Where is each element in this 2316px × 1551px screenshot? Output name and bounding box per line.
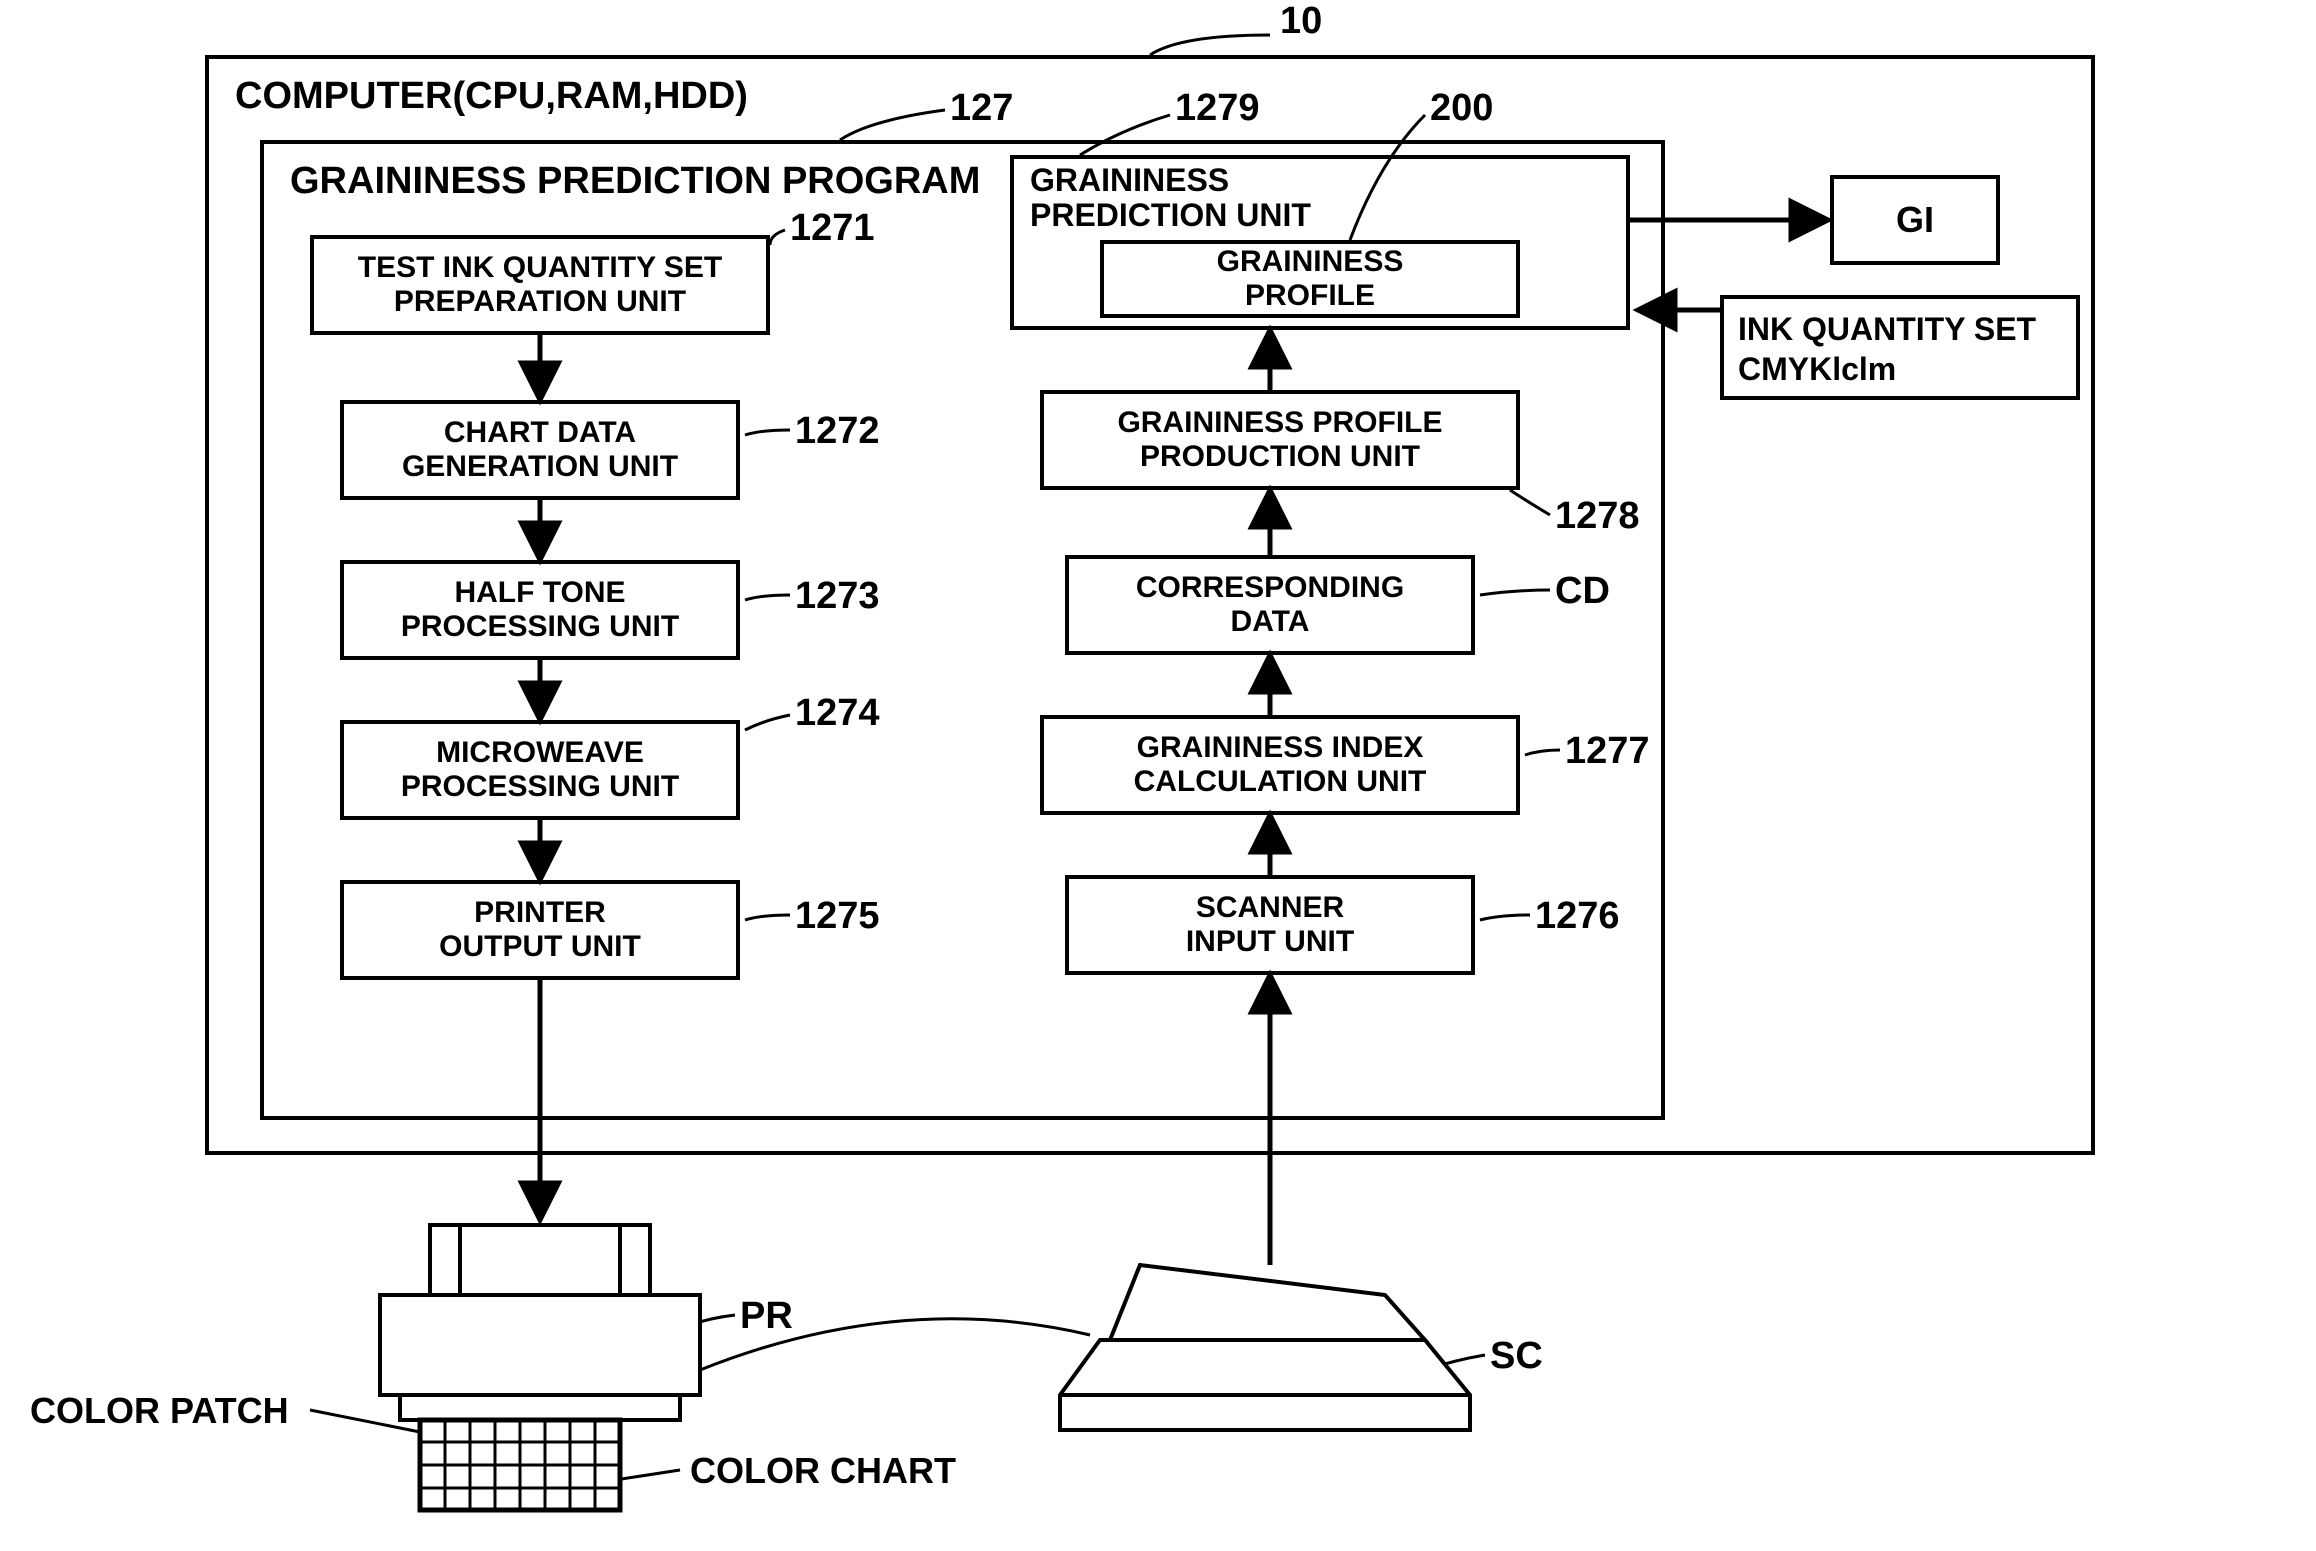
color-chart-label: COLOR CHART xyxy=(690,1450,956,1492)
graininess-profile-box: GRAININESS PROFILE xyxy=(1100,240,1520,318)
chart-data-box: CHART DATA GENERATION UNIT xyxy=(340,400,740,500)
gi-box: GI xyxy=(1830,175,2000,265)
scanner-input-box: SCANNER INPUT UNIT xyxy=(1065,875,1475,975)
ref-1275: 1275 xyxy=(795,895,880,938)
ref-1272: 1272 xyxy=(795,410,880,453)
printer-icon xyxy=(380,1225,700,1420)
computer-title: COMPUTER(CPU,RAM,HDD) xyxy=(235,75,748,118)
scanner-icon xyxy=(1060,1265,1470,1430)
profile-production-box: GRAININESS PROFILE PRODUCTION UNIT xyxy=(1040,390,1520,490)
half-tone-box: HALF TONE PROCESSING UNIT xyxy=(340,560,740,660)
ref-PR: PR xyxy=(740,1295,793,1338)
ref-1278: 1278 xyxy=(1555,495,1640,538)
ink-qty-set-l2: CMYKlclm xyxy=(1738,349,2062,389)
ref-SC: SC xyxy=(1490,1335,1543,1378)
ref-1276: 1276 xyxy=(1535,895,1620,938)
ref-200: 200 xyxy=(1430,87,1493,130)
ref-1277: 1277 xyxy=(1565,730,1650,773)
ref-1271: 1271 xyxy=(790,207,875,250)
printer-out-box: PRINTER OUTPUT UNIT xyxy=(340,880,740,980)
microweave-box: MICROWEAVE PROCESSING UNIT xyxy=(340,720,740,820)
ref-10: 10 xyxy=(1280,0,1322,43)
ref-CD: CD xyxy=(1555,570,1610,613)
ref-1279: 1279 xyxy=(1175,87,1260,130)
program-title: GRAININESS PREDICTION PROGRAM xyxy=(290,160,980,203)
graininess-index-box: GRAININESS INDEX CALCULATION UNIT xyxy=(1040,715,1520,815)
ref-127: 127 xyxy=(950,87,1013,130)
color-patch-label: COLOR PATCH xyxy=(30,1390,289,1432)
prediction-unit-title: GRAININESS PREDICTION UNIT xyxy=(1030,163,1311,233)
corresponding-data-box: CORRESPONDING DATA xyxy=(1065,555,1475,655)
test-ink-box: TEST INK QUANTITY SET PREPARATION UNIT xyxy=(310,235,770,335)
ink-qty-set-box: INK QUANTITY SET CMYKlclm xyxy=(1720,295,2080,400)
ref-1273: 1273 xyxy=(795,575,880,618)
ink-qty-set-l1: INK QUANTITY SET xyxy=(1738,309,2062,349)
color-chart-icon xyxy=(420,1420,620,1510)
ref-1274: 1274 xyxy=(795,692,880,735)
